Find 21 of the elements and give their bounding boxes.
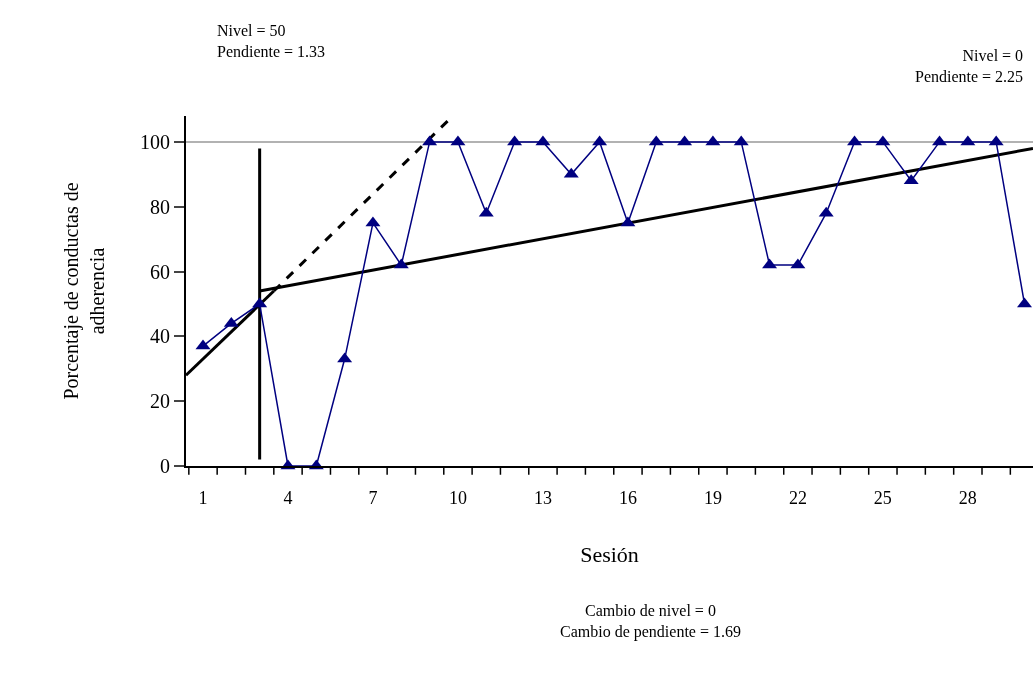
y-tick-label: 20 xyxy=(150,390,170,413)
x-tick-label: 19 xyxy=(703,487,722,508)
y-tick-label: 80 xyxy=(150,195,170,218)
y-tick-label: 40 xyxy=(150,325,170,348)
x-tick-label: 13 xyxy=(533,487,552,508)
text: Nivel = 0 Pendiente = 2.25 xyxy=(915,47,1024,85)
y-tick-label: 0 xyxy=(160,455,170,477)
text: Cambio de nivel = 0 Cambio de pendiente = 1.69 xyxy=(560,602,741,641)
x-tick-label: 4 xyxy=(283,487,293,508)
y-tick-label: 60 xyxy=(150,260,170,283)
x-tick-label: 10 xyxy=(448,487,467,508)
text: Nivel = 50 Pendiente = 1.33 xyxy=(217,22,326,60)
x-tick-label: 16 xyxy=(618,487,637,508)
x-tick-label: 22 xyxy=(788,487,807,508)
x-axis-title: Sesión xyxy=(580,542,639,567)
x-tick-label: 7 xyxy=(368,487,378,508)
x-tick-label: 28 xyxy=(958,487,977,508)
y-axis-title: Porcentaje de conductas de adherencia xyxy=(60,182,108,400)
x-tick-label: 25 xyxy=(873,487,892,508)
y-tick-label: 100 xyxy=(140,130,170,153)
x-tick-label: 1 xyxy=(198,487,208,508)
